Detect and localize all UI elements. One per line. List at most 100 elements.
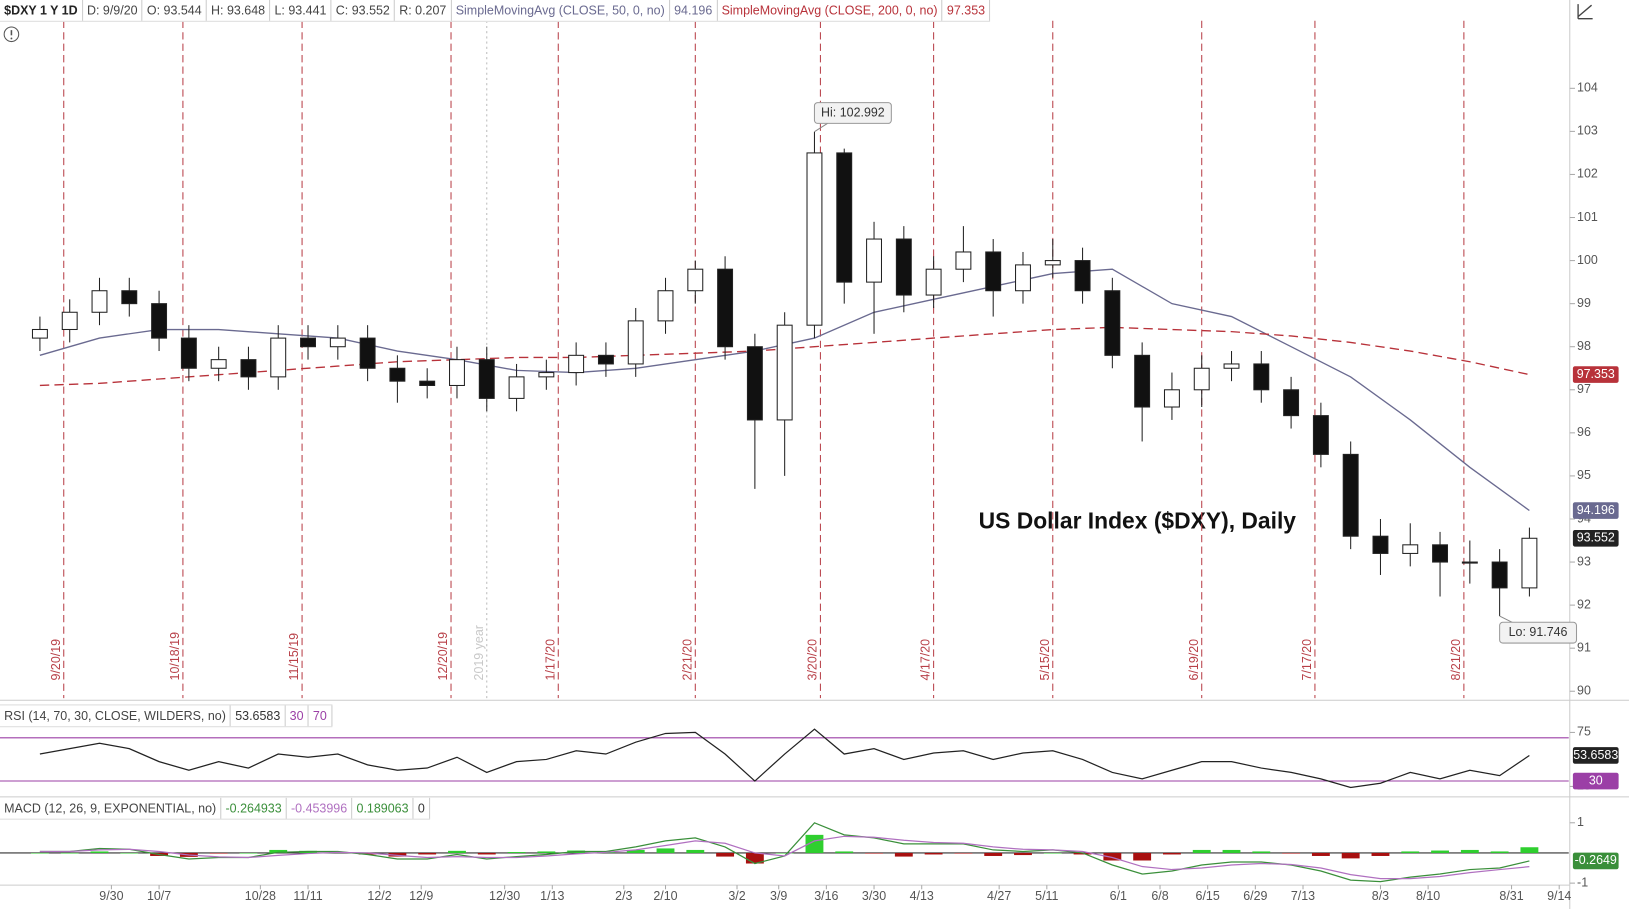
- x-tick-label: 9/14: [1547, 889, 1571, 903]
- candle-body: [91, 290, 108, 313]
- year-label: 2019 year: [472, 625, 486, 680]
- candle-body: [31, 328, 48, 339]
- price-header: $DXY 1 Y 1D D: 9/9/20 O: 93.544 H: 93.648 L:…: [0, 0, 991, 22]
- candle-body: [359, 337, 376, 369]
- signal-line: [39, 835, 1530, 880]
- study-value: 94.196: [670, 0, 718, 21]
- candle-body: [1015, 264, 1031, 292]
- event-label: 6/19/20: [1187, 639, 1201, 681]
- event-label: 9/20/19: [49, 639, 63, 681]
- price-tag-bg: [1572, 502, 1619, 519]
- study-level: 30: [286, 705, 309, 727]
- x-tick-label: 6/1: [1110, 889, 1127, 903]
- histogram-bar: [239, 852, 258, 854]
- candle-body: [955, 251, 972, 270]
- candle-body: [1402, 544, 1419, 554]
- candle-body: [1044, 260, 1061, 266]
- candle-body: [836, 152, 853, 283]
- x-tick-label: 12/30: [489, 889, 520, 903]
- event-label: 5/15/20: [1038, 639, 1052, 681]
- y-tick-label: 75: [1577, 725, 1591, 739]
- histogram-bar: [1252, 851, 1271, 853]
- header-field: D: 9/9/20: [83, 0, 143, 21]
- histogram-bar: [418, 852, 437, 855]
- histogram-bar: [984, 852, 1003, 856]
- histogram-bar: [1014, 852, 1032, 856]
- y-tick-label: 102: [1577, 167, 1598, 181]
- histogram-bar: [865, 852, 883, 854]
- x-tick-label: 1/13: [540, 889, 564, 903]
- histogram-bar: [1490, 851, 1509, 853]
- y-tick-label: 104: [1577, 81, 1598, 95]
- candle-body: [568, 354, 585, 374]
- y-tick-label: 1: [1577, 815, 1584, 829]
- candle-body: [180, 337, 197, 369]
- histogram-bar: [1311, 852, 1330, 856]
- macd-header: MACD (12, 26, 9, EXPONENTIAL, no) -0.2649…: [0, 797, 431, 820]
- price-tag-bg: [1572, 529, 1619, 547]
- candle-body: [1074, 260, 1091, 292]
- y-tick-label: 103: [1577, 124, 1598, 138]
- chart-title: US Dollar Index ($DXY), Daily: [979, 508, 1297, 534]
- x-tick-label: 3/30: [862, 889, 886, 903]
- candle-body: [1283, 389, 1300, 417]
- candle-body: [1163, 389, 1180, 408]
- candle-body: [806, 152, 823, 326]
- study-name: SimpleMovingAvg (CLOSE, 200, 0, no): [717, 0, 943, 21]
- study-value: 0: [414, 797, 431, 819]
- histogram-bar: [358, 852, 377, 855]
- alert-icon-dot: [10, 37, 13, 40]
- candle-body: [478, 359, 495, 399]
- candle-body: [151, 303, 168, 339]
- candle-body: [508, 376, 525, 399]
- header-field: O: 93.544: [143, 0, 207, 21]
- candle-body: [627, 320, 644, 365]
- x-tick-label: 3/2: [728, 889, 745, 903]
- y-tick-label: 90: [1577, 684, 1591, 698]
- event-label: 12/20/19: [436, 632, 450, 681]
- candle-body: [61, 311, 78, 331]
- histogram-bar: [1431, 850, 1449, 853]
- candle-body: [657, 290, 674, 322]
- study-value: 97.353: [943, 0, 991, 21]
- drawing-tool-icon[interactable]: [1577, 4, 1593, 20]
- x-tick-label: 8/10: [1416, 889, 1440, 903]
- header-field: C: 93.552: [332, 0, 396, 21]
- event-label: 1/17/20: [543, 639, 557, 681]
- study-value: -0.453996: [287, 797, 353, 819]
- candle-body: [1253, 363, 1270, 391]
- histogram-bar: [1371, 852, 1390, 856]
- price-tag: 93.552: [1577, 531, 1615, 545]
- y-tick-label: 91: [1577, 640, 1591, 654]
- candle-body: [449, 359, 465, 386]
- candle-body: [121, 290, 138, 305]
- annotation-label: Lo: 91.746: [1509, 625, 1568, 639]
- y-tick-label: 95: [1577, 468, 1591, 482]
- x-tick-label: 5/11: [1035, 889, 1058, 903]
- rsi-header: RSI (14, 70, 30, CLOSE, WILDERS, no) 53.6…: [0, 704, 332, 728]
- candle-body: [270, 337, 287, 378]
- event-label: 7/17/20: [1300, 639, 1314, 681]
- y-tick-label: 101: [1577, 210, 1598, 224]
- candle-body: [776, 324, 793, 421]
- x-tick-label: 8/31: [1499, 889, 1523, 903]
- candle-body: [1312, 415, 1329, 455]
- event-label: 11/15/19: [287, 633, 301, 681]
- alert-icon[interactable]: [3, 26, 20, 43]
- y-tick-label: 93: [1577, 554, 1591, 568]
- x-tick-label: 11/11: [293, 889, 322, 903]
- candle-body: [746, 346, 763, 421]
- histogram-bar: [1133, 852, 1152, 861]
- histogram-bar: [120, 852, 139, 854]
- histogram-bar: [1401, 851, 1420, 853]
- y-tick-label: 96: [1577, 425, 1591, 439]
- rsi-tag: 53.6583: [1573, 748, 1618, 762]
- histogram-bar: [626, 849, 645, 853]
- event-label: 10/18/19: [168, 632, 182, 681]
- candle-body: [1432, 544, 1449, 563]
- y-tick-label: 98: [1577, 339, 1591, 353]
- histogram-bar: [448, 850, 466, 853]
- rsi-level-tag: 30: [1589, 773, 1603, 787]
- candle-body: [1193, 367, 1210, 391]
